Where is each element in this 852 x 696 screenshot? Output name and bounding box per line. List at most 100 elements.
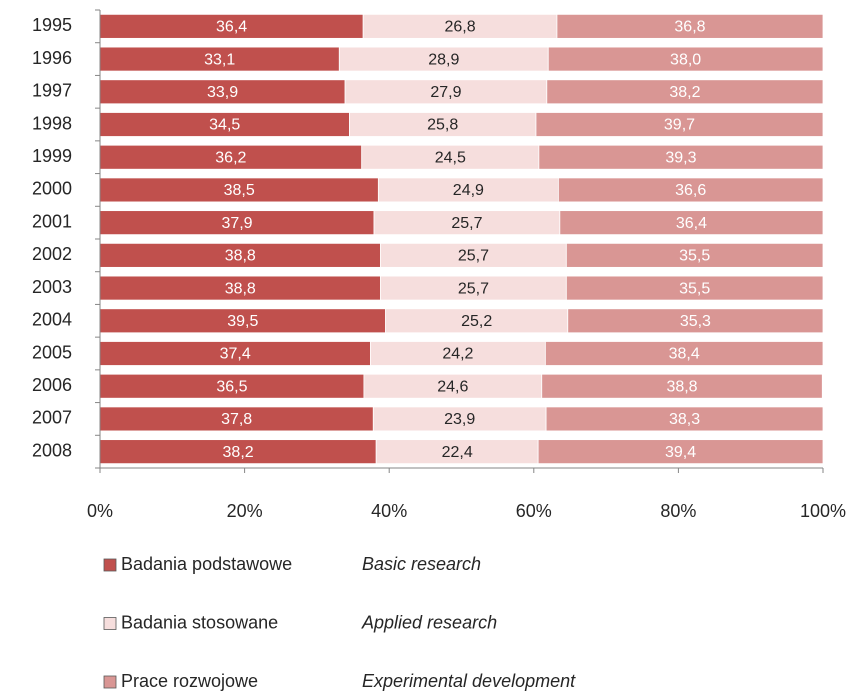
data-label: 35,3 [680,313,711,330]
data-label: 36,5 [216,378,247,395]
data-label: 38,3 [669,411,700,428]
bar-segment [565,242,823,268]
data-label: 37,4 [220,346,251,363]
x-tick-label: 0% [87,501,113,521]
bar-segment [100,373,365,399]
data-label: 23,9 [444,411,475,428]
data-label: 38,0 [670,51,701,68]
data-label: 36,2 [215,149,246,166]
bar-segment [100,210,375,236]
bar-segment [547,46,823,72]
y-tick-label: 2006 [32,375,72,395]
legend-translation: Basic research [362,554,481,574]
y-tick-label: 1999 [32,146,72,166]
y-tick-label: 1996 [32,48,72,68]
y-tick-label: 1995 [32,15,72,35]
data-label: 33,9 [207,84,238,101]
data-label: 38,8 [225,280,256,297]
bar-segment [567,308,823,334]
bar-segment [545,406,823,432]
bar-segment [100,112,350,137]
legend-label: Prace rozwojowe [121,671,258,691]
legend-translation: Experimental development [362,671,576,691]
y-tick-label: 2008 [32,440,72,460]
bar-segment [370,341,546,366]
bar-segment [546,79,823,105]
y-tick-label: 2003 [32,277,72,297]
data-label: 33,1 [204,51,235,68]
data-label: 39,3 [665,149,696,166]
bar-segment [100,242,381,268]
data-label: 37,9 [221,215,252,232]
bar-segment [377,177,559,203]
y-tick-label: 2004 [32,310,72,330]
data-label: 25,2 [461,313,492,330]
y-tick-label: 2007 [32,408,72,428]
x-tick-label: 40% [371,501,407,521]
bar-segment [100,406,374,432]
bar-segment [565,275,823,301]
data-label: 39,4 [665,444,696,461]
data-label: 38,5 [224,182,255,199]
bar-segment [100,144,363,170]
x-tick-label: 20% [227,501,263,521]
data-label: 28,9 [428,51,459,68]
data-label: 39,7 [664,117,695,134]
bar-segment [535,112,823,137]
bar-segment [538,144,823,170]
data-label: 36,6 [675,182,706,199]
data-label: 24,5 [435,149,466,166]
x-tick-label: 80% [660,501,696,521]
legend-label: Badania stosowane [121,612,278,632]
data-label: 34,5 [209,117,240,134]
data-label: 38,8 [666,378,697,395]
legend-label: Badania podstawowe [121,554,292,574]
y-tick-label: 2005 [32,342,72,362]
bar-segment [380,275,567,301]
data-label: 35,5 [679,248,710,265]
bar-segment [559,210,823,236]
plot-area [100,13,823,465]
y-tick-label: 2002 [32,244,72,264]
data-label: 38,2 [223,444,254,461]
y-tick-label: 1997 [32,81,72,101]
y-tick-label: 1998 [32,113,72,133]
bar-segment [385,308,569,334]
x-tick-label: 100% [800,501,846,521]
data-label: 38,2 [669,84,700,101]
bar-segment [100,275,381,301]
bar-segment [100,79,346,105]
data-label: 24,2 [442,346,473,363]
data-label: 24,6 [437,378,468,395]
bar-segment [556,13,823,39]
legend-translation: Applied research [361,612,497,632]
bar-segment [100,177,379,203]
data-label: 25,7 [458,248,489,265]
bar-segment [100,308,386,334]
bar-segment [380,242,567,268]
data-label: 24,9 [453,182,484,199]
legend-swatch [103,675,117,689]
data-label: 27,9 [430,84,461,101]
data-label: 39,5 [227,313,258,330]
bar-segment [541,373,823,399]
y-tick-label: 2000 [32,179,72,199]
data-label: 22,4 [442,444,473,461]
data-label: 26,8 [444,19,475,36]
bar-segment [362,13,558,39]
bar-segment [361,144,540,170]
data-label: 38,8 [225,248,256,265]
legend-swatch [103,558,117,572]
data-label: 35,5 [679,280,710,297]
data-label: 36,4 [216,19,247,36]
bar-segment [100,46,340,72]
x-tick-label: 60% [516,501,552,521]
bar-segment [557,177,823,203]
data-label: 25,8 [427,117,458,134]
bar-segment [373,210,561,236]
bar-segment [363,373,543,399]
data-label: 25,7 [458,280,489,297]
data-label: 38,4 [669,346,700,363]
data-label: 36,8 [674,19,705,36]
